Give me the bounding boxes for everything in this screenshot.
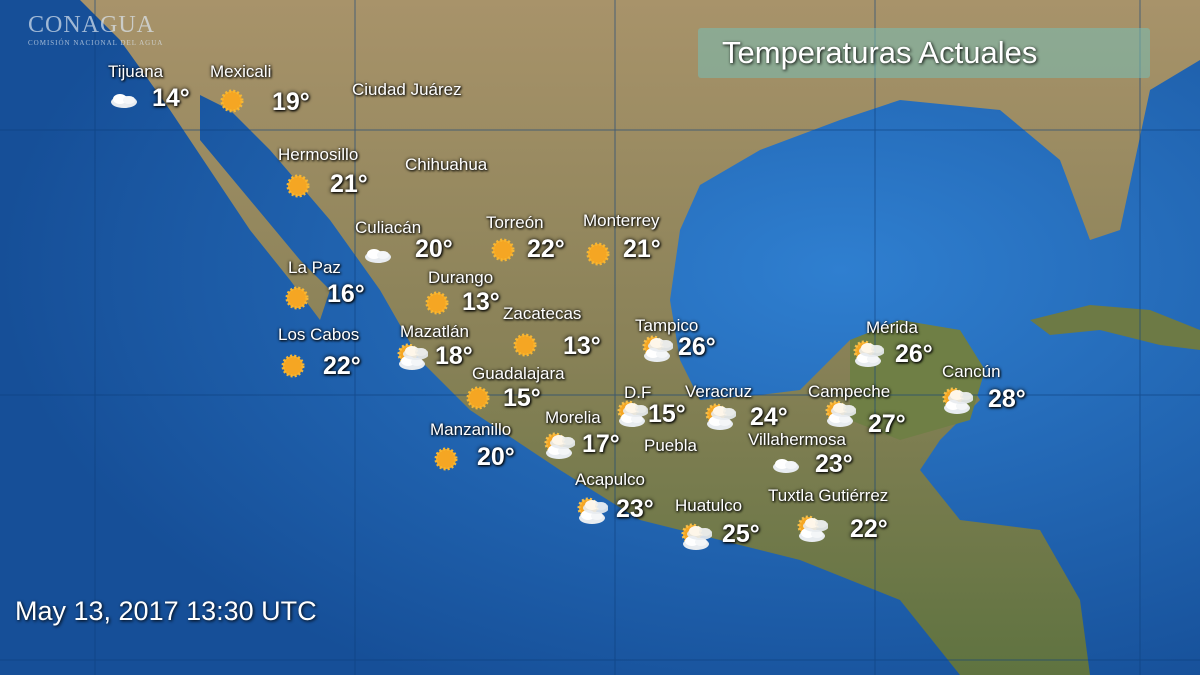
city-name: Cancún xyxy=(942,362,1001,381)
partly-cloudy-icon xyxy=(572,494,609,530)
partly-cloudy-icon xyxy=(539,429,576,465)
city-name: Tijuana xyxy=(108,62,164,81)
city-name: Zacatecas xyxy=(503,304,582,323)
city-name: Campeche xyxy=(808,382,891,401)
partly-cloudy-icon xyxy=(792,512,829,548)
cloudy-icon xyxy=(106,82,142,118)
cuba xyxy=(1030,305,1200,350)
city-name: Mexicali xyxy=(210,62,272,81)
city-name: Guadalajara xyxy=(472,364,565,383)
conagua-logo: CONAGUA COMISIÓN NACIONAL DEL AGUA xyxy=(28,12,163,47)
city-temperature: 20° xyxy=(477,443,515,471)
cloudy-icon xyxy=(360,237,396,273)
cloudy-icon xyxy=(768,447,804,483)
city-temperature: 24° xyxy=(750,403,788,431)
partly-cloudy-icon xyxy=(820,397,857,433)
city-temperature: 25° xyxy=(722,520,760,548)
city-temperature: 21° xyxy=(623,235,661,263)
city-name: Monterrey xyxy=(583,211,660,230)
city-temperature: 22° xyxy=(527,235,565,263)
city-name: Mazatlán xyxy=(400,322,469,341)
city-name: Los Cabos xyxy=(278,325,360,344)
partly-cloudy-icon xyxy=(676,520,713,556)
city-temperature: 22° xyxy=(850,515,888,543)
city-temperature: 14° xyxy=(152,84,190,112)
city-name: La Paz xyxy=(288,258,341,277)
place-label: Chihuahua xyxy=(405,155,488,174)
map-title: Temperaturas Actuales xyxy=(722,35,1038,70)
city-temperature: 15° xyxy=(503,384,541,412)
title-box: Temperaturas Actuales xyxy=(698,28,1150,78)
partly-cloudy-icon xyxy=(700,400,737,436)
partly-cloudy-icon xyxy=(937,384,974,420)
sunny-icon xyxy=(507,327,543,363)
sunny-icon xyxy=(280,168,316,204)
city-temperature: 19° xyxy=(272,88,310,116)
city-temperature: 22° xyxy=(323,352,361,380)
city-temperature: 17° xyxy=(582,430,620,458)
city-name: Morelia xyxy=(545,408,601,427)
city-name: Culiacán xyxy=(355,218,422,237)
partly-cloudy-icon xyxy=(848,337,885,373)
city-name: Huatulco xyxy=(675,496,743,515)
city-name: Durango xyxy=(428,268,494,287)
city-name: Tuxtla Gutiérrez xyxy=(768,486,889,505)
city-temperature: 15° xyxy=(648,400,686,428)
city-name: Manzanillo xyxy=(430,420,512,439)
city-name: Veracruz xyxy=(685,382,753,401)
city-name: Tampico xyxy=(635,316,699,335)
city-temperature: 28° xyxy=(988,385,1026,413)
city-name: Mérida xyxy=(866,318,918,337)
logo-name: CONAGUA xyxy=(28,12,155,38)
city-temperature: 27° xyxy=(868,410,906,438)
city-name: D.F xyxy=(624,383,652,402)
sunny-icon xyxy=(279,280,315,316)
place-label: Ciudad Juárez xyxy=(352,80,462,99)
city-name: Torreón xyxy=(486,213,544,232)
city-name: Acapulco xyxy=(575,470,645,489)
partly-cloudy-icon xyxy=(392,340,429,376)
city-name: Hermosillo xyxy=(278,145,359,164)
sunny-icon xyxy=(428,441,464,477)
city-temperature: 16° xyxy=(327,280,365,308)
sunny-icon xyxy=(485,232,521,268)
city-temperature: 13° xyxy=(563,332,601,360)
city-temperature: 18° xyxy=(435,342,473,370)
sunny-icon xyxy=(275,348,311,384)
sunny-icon xyxy=(419,285,455,321)
city-name: Villahermosa xyxy=(748,430,846,449)
logo-subtitle: COMISIÓN NACIONAL DEL AGUA xyxy=(28,39,164,47)
city-temperature: 23° xyxy=(616,495,654,523)
city-temperature: 23° xyxy=(815,450,853,478)
city-temperature: 13° xyxy=(462,288,500,316)
sunny-icon xyxy=(580,236,616,272)
mainland xyxy=(80,0,1200,675)
sunny-icon xyxy=(214,83,250,119)
sunny-icon xyxy=(460,380,496,416)
city-temperature: 20° xyxy=(415,235,453,263)
timestamp: May 13, 2017 13:30 UTC xyxy=(15,596,317,626)
city-temperature: 26° xyxy=(678,333,716,361)
partly-cloudy-icon xyxy=(637,332,674,368)
partly-cloudy-icon xyxy=(612,397,649,433)
city-temperature: 26° xyxy=(895,340,933,368)
place-label: Puebla xyxy=(644,436,697,455)
city-temperature: 21° xyxy=(330,170,368,198)
